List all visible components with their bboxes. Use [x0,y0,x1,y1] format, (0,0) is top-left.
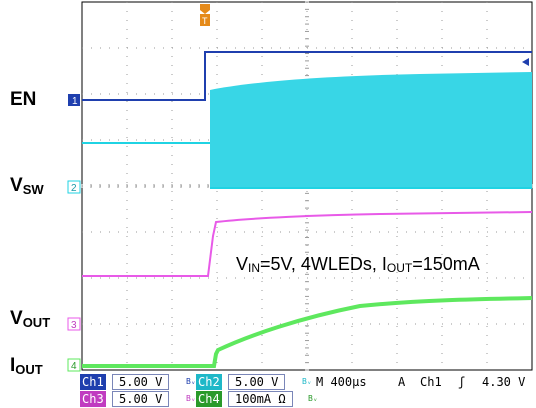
ch1-marker: 1 [68,94,80,107]
label-vsw: VSW [10,176,44,196]
label-iout-sub: OUT [15,362,43,377]
vout-trace [82,211,533,277]
ch3-tag: Ch3 [80,391,106,407]
label-vsw-sub: SW [22,182,44,197]
label-vout: VOUT [10,309,50,329]
ch1-bw-icon: Bᵥ [186,377,196,386]
annotation-mid: =5V, 4WLEDs, I [260,254,387,274]
trigger-level: 4.30 V [482,375,526,389]
label-vout-sub: OUT [22,315,51,330]
annotation-end: =150mA [412,254,480,274]
scope-status-bar: Ch1 5.00 V Bᵥ Ch2 5.00 V Bᵥ M 400µs A Ch… [80,373,536,408]
svg-text:4: 4 [71,361,77,372]
ch2-marker: 2 [67,180,81,194]
status-row-1: Ch1 5.00 V Bᵥ Ch2 5.00 V Bᵥ M 400µs A Ch… [80,374,536,390]
svg-text:2: 2 [71,183,77,194]
trigger-source: Ch1 [420,375,442,389]
label-iout: IOUT [10,356,43,376]
label-vsw-main: V [10,175,23,196]
ch3-scale: 5.00 V [112,391,170,407]
ch3-bw-icon: Bᵥ [186,394,196,403]
label-en: EN [10,89,37,110]
annotation-i-sub: OUT [386,261,413,275]
timebase: M 400µs [316,375,367,389]
ch4-marker: 4 [67,358,81,372]
ch3-marker: 3 [67,317,81,331]
label-iout-main: I [10,355,16,376]
trigger-slope-icon: ʃ [458,375,466,389]
en-trace [82,51,532,101]
ch4-tag: Ch4 [196,391,222,407]
trigger-mode: A [398,375,406,389]
label-vout-main: V [10,308,23,329]
vsw-trace [82,72,532,189]
svg-text:T: T [202,16,208,26]
svg-text:3: 3 [71,320,77,331]
ch4-scale: 100mA Ω [228,391,293,407]
ch1-tag: Ch1 [80,374,106,390]
trigger-level-icon [522,58,529,66]
ch2-bw-icon: Bᵥ [302,377,312,386]
ch4-bw-icon: Bᵥ [308,394,318,403]
ch1-scale: 5.00 V [112,374,170,390]
ch2-tag: Ch2 [196,374,222,390]
annotation-v: V [236,254,249,274]
iout-trace [82,296,533,368]
status-row-2: Ch3 5.00 V Bᵥ Ch4 100mA Ω Bᵥ [80,391,536,407]
ch2-scale: 5.00 V [228,374,286,390]
trigger-position-marker: T [200,4,210,26]
svg-text:1: 1 [72,96,78,107]
annotation-v-sub: IN [248,261,261,275]
conditions-annotation: VIN=5V, 4WLEDs, IOUT=150mA [236,254,480,275]
